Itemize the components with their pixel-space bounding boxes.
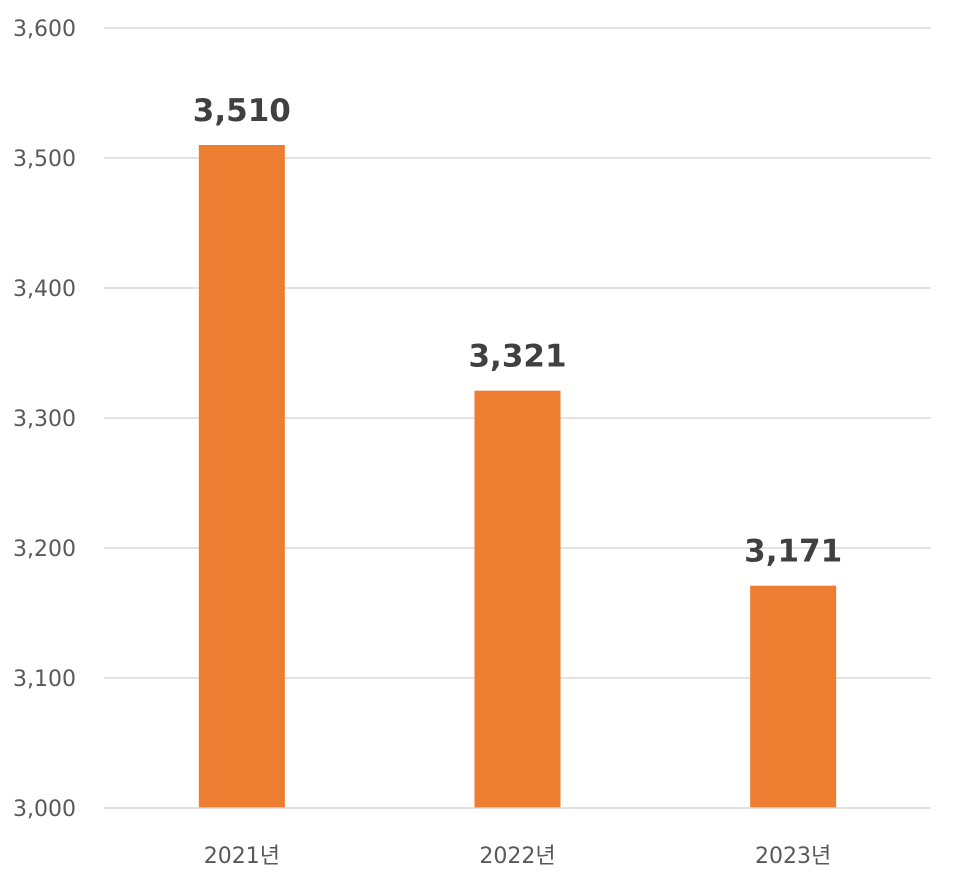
y-tick-label: 3,300	[13, 407, 76, 432]
x-tick-label: 2021년	[204, 844, 280, 869]
bar-2021년	[198, 145, 285, 808]
data-label: 3,321	[468, 339, 566, 375]
y-tick-label: 3,400	[13, 277, 76, 302]
data-labels: 3,510 3,321 3,171	[193, 93, 842, 570]
data-label: 3,171	[744, 534, 842, 570]
y-tick-label: 3,500	[13, 147, 76, 172]
x-tick-label: 2023년	[755, 844, 831, 869]
y-axis-ticks: 3,000 3,100 3,200 3,300 3,400 3,500 3,600	[13, 17, 76, 822]
y-tick-label: 3,000	[13, 797, 76, 822]
x-tick-label: 2022년	[479, 844, 555, 869]
y-tick-label: 3,100	[13, 667, 76, 692]
y-tick-label: 3,600	[13, 17, 76, 42]
bar-2023년	[750, 585, 837, 808]
x-axis-ticks: 2021년 2022년 2023년	[204, 844, 832, 869]
bar-2022년	[474, 390, 561, 808]
data-label: 3,510	[193, 93, 291, 129]
y-tick-label: 3,200	[13, 537, 76, 562]
bars	[198, 145, 837, 808]
